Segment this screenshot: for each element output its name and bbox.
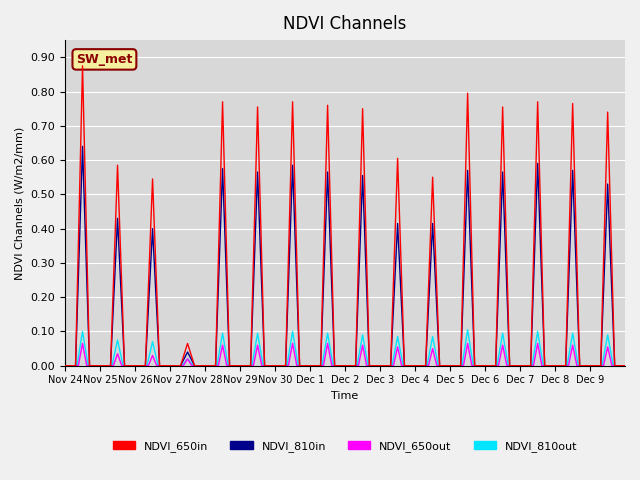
NDVI_810out	[621, 363, 629, 369]
Y-axis label: NDVI Channels (W/m2/mm): NDVI Channels (W/m2/mm)	[15, 126, 25, 279]
NDVI_810in	[417, 363, 425, 369]
NDVI_650in	[79, 63, 86, 69]
NDVI_810in	[615, 363, 623, 369]
NDVI_650in	[615, 363, 623, 369]
NDVI_650in	[61, 363, 69, 369]
Line: NDVI_650out: NDVI_650out	[65, 344, 625, 366]
NDVI_650out	[79, 341, 86, 347]
NDVI_650out	[417, 363, 425, 369]
NDVI_810out	[467, 344, 474, 349]
NDVI_810out	[536, 340, 543, 346]
NDVI_810out	[502, 349, 510, 355]
NDVI_650in	[467, 192, 474, 198]
NDVI_650out	[467, 355, 474, 360]
NDVI_650out	[621, 363, 629, 369]
NDVI_650out	[502, 359, 510, 364]
NDVI_810out	[464, 327, 472, 333]
NDVI_650out	[61, 363, 69, 369]
NDVI_650in	[536, 171, 543, 177]
NDVI_810out	[615, 363, 623, 369]
NDVI_810in	[79, 144, 86, 149]
NDVI_810in	[536, 216, 543, 222]
NDVI_650out	[536, 351, 543, 357]
NDVI_810in	[502, 261, 510, 267]
NDVI_810in	[467, 241, 474, 247]
Line: NDVI_810out: NDVI_810out	[65, 330, 625, 366]
NDVI_650in	[502, 227, 510, 233]
X-axis label: Time: Time	[332, 391, 358, 401]
NDVI_810in	[621, 363, 629, 369]
Text: SW_met: SW_met	[76, 53, 132, 66]
Line: NDVI_810in: NDVI_810in	[65, 146, 625, 366]
NDVI_650out	[176, 363, 184, 369]
NDVI_810out	[61, 363, 69, 369]
Line: NDVI_650in: NDVI_650in	[65, 66, 625, 366]
NDVI_810in	[61, 363, 69, 369]
Title: NDVI Channels: NDVI Channels	[284, 15, 406, 33]
NDVI_650in	[417, 363, 425, 369]
NDVI_810out	[176, 363, 184, 369]
NDVI_650in	[176, 363, 184, 369]
NDVI_650out	[615, 363, 623, 369]
NDVI_810in	[176, 363, 184, 369]
Legend: NDVI_650in, NDVI_810in, NDVI_650out, NDVI_810out: NDVI_650in, NDVI_810in, NDVI_650out, NDV…	[108, 436, 582, 456]
NDVI_650in	[621, 363, 629, 369]
NDVI_810out	[417, 363, 424, 369]
